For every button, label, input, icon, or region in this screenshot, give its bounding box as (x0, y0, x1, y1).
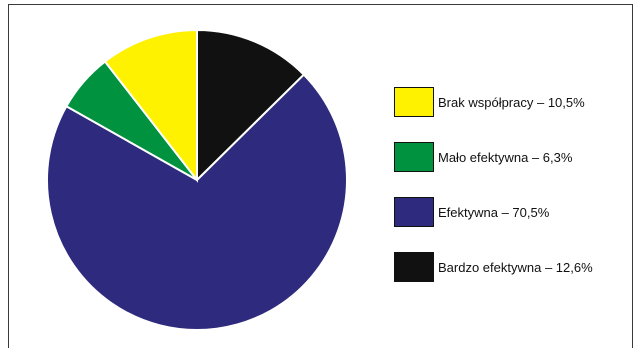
pie-slices (46, 28, 348, 332)
pie-slice-bardzo-efektywna (196, 28, 306, 183)
pie-slice-brak-wspolpracy (103, 28, 198, 183)
legend-label: Bardzo efektywna – 12,6% (438, 259, 593, 275)
legend-swatch (394, 252, 434, 282)
legend-item-brak-wspolpracy: Brak współpracy – 10,5% (394, 87, 619, 117)
legend-item-efektywna: Efektywna – 70,5% (394, 197, 619, 227)
legend-swatch (394, 87, 434, 117)
legend-swatch (394, 197, 434, 227)
legend-item-bardzo-efektywna: Bardzo efektywna – 12,6% (394, 252, 619, 282)
legend-label: Efektywna – 70,5% (438, 204, 550, 220)
legend-label: Brak współpracy – 10,5% (438, 94, 585, 110)
legend-swatch (394, 142, 434, 172)
legend-label: Mało efektywna – 6,3% (438, 149, 573, 165)
chart-frame (8, 4, 633, 348)
legend-item-malo-efektywna: Mało efektywna – 6,3% (394, 142, 619, 172)
